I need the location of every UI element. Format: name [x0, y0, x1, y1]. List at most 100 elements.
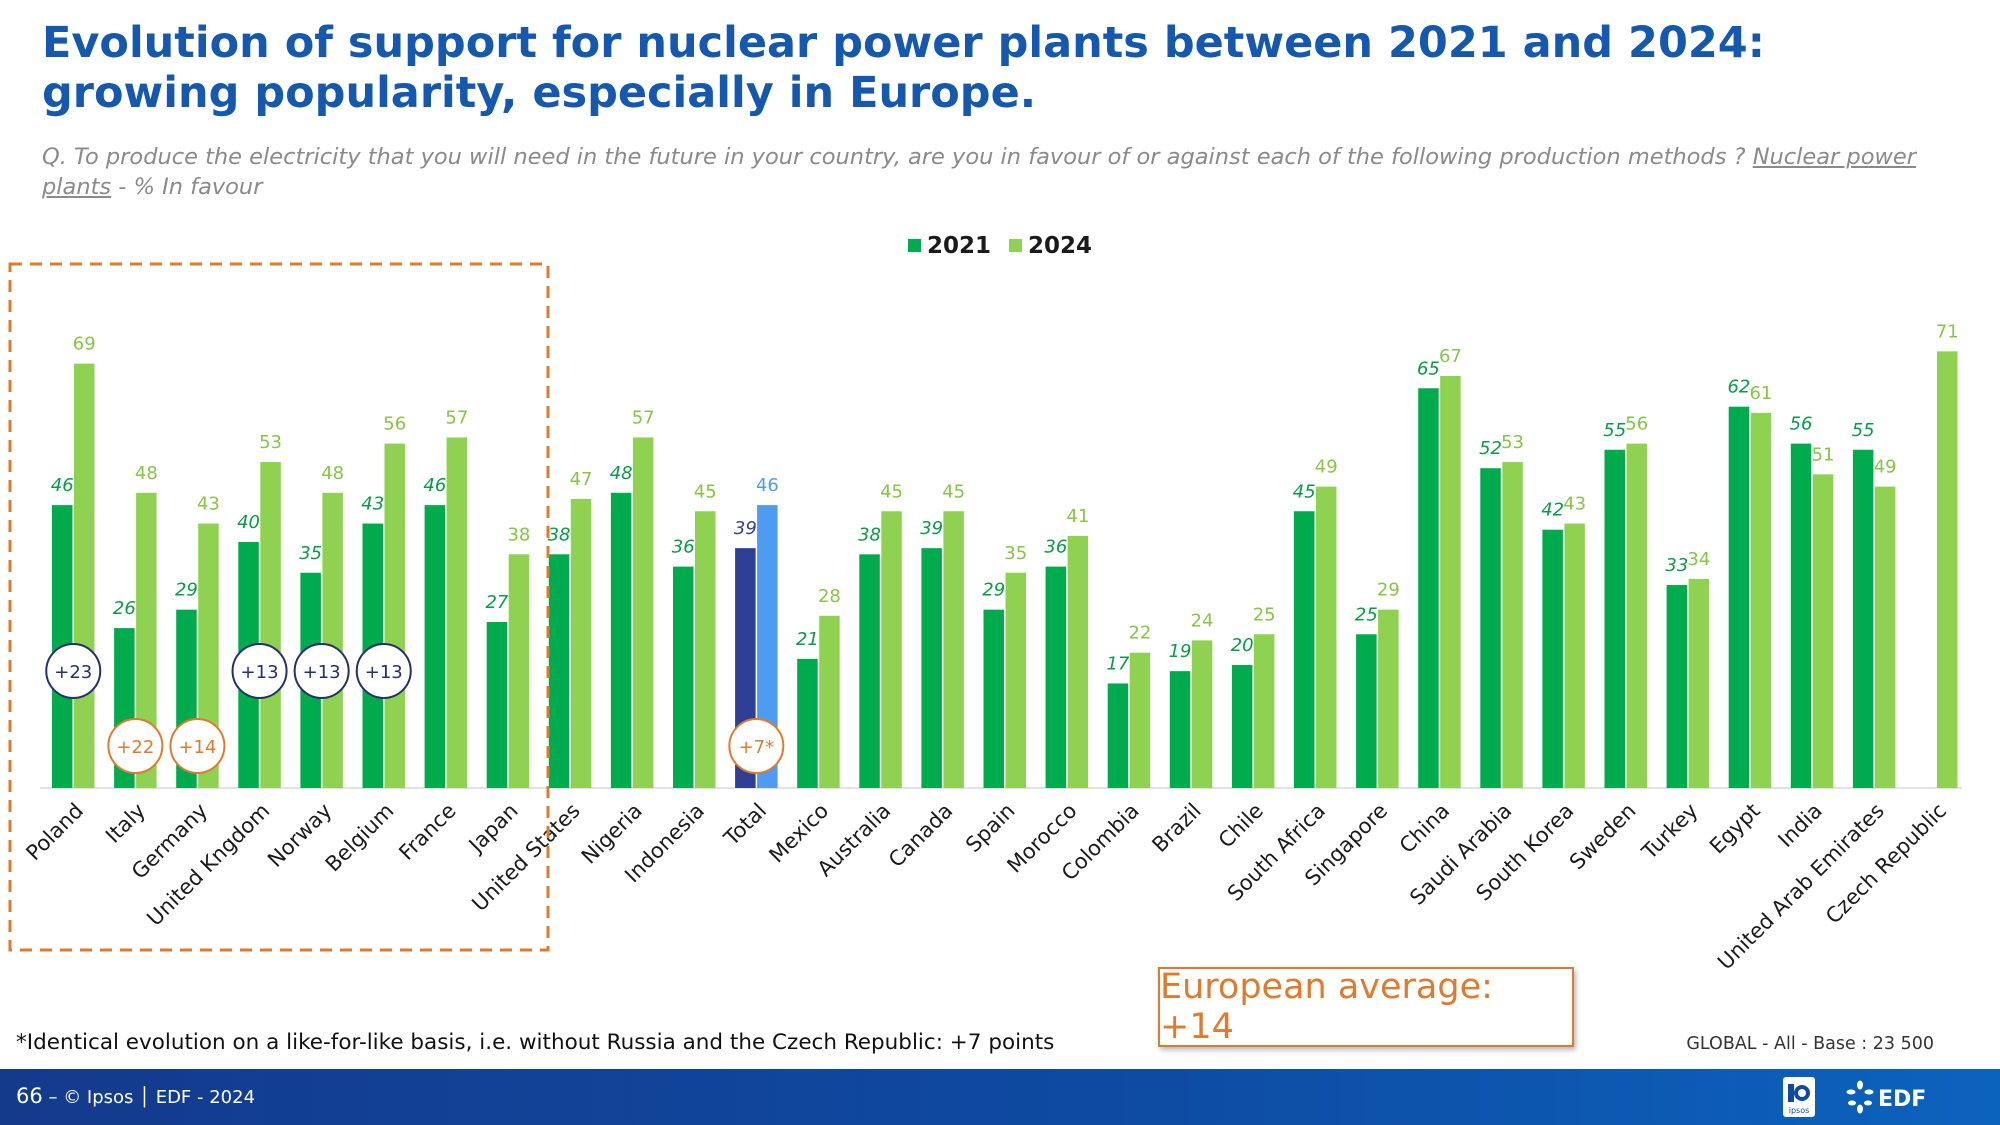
- category-label-brazil: Brazil: [1147, 799, 1205, 857]
- footer-source: EDF - 2024: [155, 1087, 256, 1108]
- bar-2024-italy: [136, 492, 157, 788]
- data-label-2021-germany: 29: [175, 580, 198, 601]
- bar-2021-india: [1790, 443, 1812, 788]
- footnote: *Identical evolution on a like-for-like …: [16, 1030, 1055, 1055]
- data-label-2024-poland: 69: [73, 334, 96, 355]
- data-label-2021-nigeria: 48: [610, 463, 633, 484]
- data-label-2024-united-kngdom: 53: [259, 432, 282, 453]
- bar-2024-saudi-arabia: [1502, 462, 1523, 788]
- bar-2024-egypt: [1750, 412, 1772, 788]
- data-label-2021-egypt: 62: [1727, 377, 1750, 398]
- bar-2021-chile: [1231, 665, 1253, 788]
- data-label-2021-total: 39: [734, 518, 757, 539]
- data-label-2024-france: 57: [445, 407, 468, 428]
- delta-badge-italy: [107, 718, 164, 774]
- data-label-2021-italy: 26: [113, 598, 136, 619]
- bar-2024-mexico: [819, 615, 840, 788]
- footer-text: 66 – © Ipsos │ EDF - 2024: [16, 1084, 255, 1108]
- data-label-2024-india: 51: [1812, 444, 1835, 465]
- bar-2021-colombia: [1107, 683, 1129, 788]
- delta-badge-germany: [169, 718, 226, 774]
- bar-2021-indonesia: [673, 566, 694, 788]
- bar-2021-china: [1418, 388, 1439, 788]
- question-underlined: Nuclear power plants: [42, 144, 1916, 200]
- legend-item-2021: 2021: [907, 233, 991, 259]
- bar-2024-czech-republic: [1937, 351, 1958, 788]
- data-label-2024-south-africa: 49: [1315, 457, 1338, 478]
- data-label-2021-china: 65: [1417, 358, 1440, 379]
- category-label-total: Total: [719, 799, 771, 851]
- europe-highlight-box: [8, 262, 550, 952]
- data-label-2024-turkey: 34: [1687, 549, 1710, 570]
- delta-badge-poland: [45, 643, 102, 699]
- data-label-2021-japan: 27: [485, 592, 508, 613]
- category-label-chile: Chile: [1214, 799, 1268, 853]
- category-label-italy: Italy: [101, 799, 150, 848]
- footer-bar: 66 – © Ipsos │ EDF - 2024 ipsos EDF: [0, 1069, 2000, 1125]
- data-label-2021-united-kngdom: 40: [237, 512, 260, 533]
- data-label-2021-australia: 38: [858, 524, 881, 545]
- bar-2021-south-korea: [1542, 529, 1563, 788]
- data-label-2021-morocco: 36: [1044, 537, 1067, 558]
- bar-chart: 4669Poland2648Italy2943Germany4053United…: [8, 262, 1962, 974]
- bar-2024-france: [446, 437, 468, 788]
- data-label-2021-chile: 20: [1231, 635, 1254, 656]
- category-label-canada: Canada: [884, 799, 957, 872]
- category-label-poland: Poland: [21, 799, 88, 866]
- bar-2024-south-korea: [1564, 523, 1585, 788]
- european-average-box: European average: +14: [1158, 967, 1574, 1047]
- data-label-2024-australia: 45: [880, 481, 903, 502]
- data-label-2021-united-states: 38: [548, 524, 571, 545]
- bar-2024-total: [757, 505, 778, 788]
- category-label-china: China: [1395, 799, 1454, 858]
- footer-divider: │: [133, 1087, 156, 1108]
- data-label-2021-south-korea: 42: [1541, 500, 1564, 521]
- bar-2021-sweden: [1604, 449, 1625, 788]
- data-label-2024-germany: 43: [197, 494, 220, 515]
- delta-label-germany: +14: [178, 737, 216, 758]
- svg-text:ipsos: ipsos: [1789, 1106, 1810, 1115]
- bar-2024-canada: [943, 511, 964, 788]
- category-label-japan: Japan: [463, 799, 523, 859]
- category-label-sweden: Sweden: [1565, 799, 1641, 875]
- bar-2021-united-arab-emirates: [1852, 449, 1874, 788]
- data-label-2024-italy: 48: [135, 463, 158, 484]
- data-label-2024-saudi-arabia: 53: [1501, 432, 1524, 453]
- data-label-2024-china: 67: [1439, 346, 1462, 367]
- data-label-2024-sweden: 56: [1625, 414, 1648, 435]
- page-title: Evolution of support for nuclear power p…: [42, 18, 1765, 118]
- delta-badge-belgium: [355, 643, 412, 699]
- european-average-text: European average: +14: [1160, 967, 1493, 1047]
- bar-2021-united-states: [548, 554, 570, 788]
- bar-2021-saudi-arabia: [1480, 468, 1501, 788]
- chart-legend: 2021 2024: [0, 233, 2000, 259]
- category-label-france: France: [394, 799, 460, 865]
- legend-swatch-2024: [1009, 239, 1022, 252]
- bar-2024-united-arab-emirates: [1874, 486, 1896, 788]
- category-label-india: India: [1773, 799, 1826, 852]
- bar-2024-nigeria: [632, 437, 654, 788]
- bar-2024-singapore: [1378, 609, 1399, 788]
- question-text: Q. To produce the electricity that you w…: [42, 144, 1753, 170]
- data-label-2024-egypt: 61: [1749, 383, 1772, 404]
- data-label-2024-spain: 35: [1004, 543, 1027, 564]
- delta-badge-total: [728, 718, 785, 774]
- delta-label-united-kngdom: +13: [241, 662, 279, 683]
- data-label-2021-france: 46: [423, 475, 446, 496]
- data-label-2021-south-africa: 45: [1293, 481, 1316, 502]
- data-label-2021-india: 56: [1790, 414, 1813, 435]
- bar-2024-japan: [508, 554, 530, 788]
- data-label-2024-belgium: 56: [383, 414, 406, 435]
- bar-2024-sweden: [1626, 443, 1647, 788]
- data-label-2021-poland: 46: [51, 475, 74, 496]
- ipsos-logo: ipsos: [1783, 1077, 1815, 1117]
- legend-swatch-2021: [907, 239, 921, 252]
- data-label-2024-indonesia: 45: [694, 481, 717, 502]
- svg-text:EDF: EDF: [1878, 1087, 1926, 1112]
- data-label-2024-czech-republic: 71: [1936, 321, 1959, 342]
- legend-label-2021: 2021: [926, 233, 991, 259]
- question-suffix: - % In favour: [111, 174, 263, 200]
- data-label-2024-japan: 38: [507, 524, 530, 545]
- data-label-2021-united-arab-emirates: 55: [1852, 420, 1875, 441]
- bar-2021-spain: [983, 609, 1004, 788]
